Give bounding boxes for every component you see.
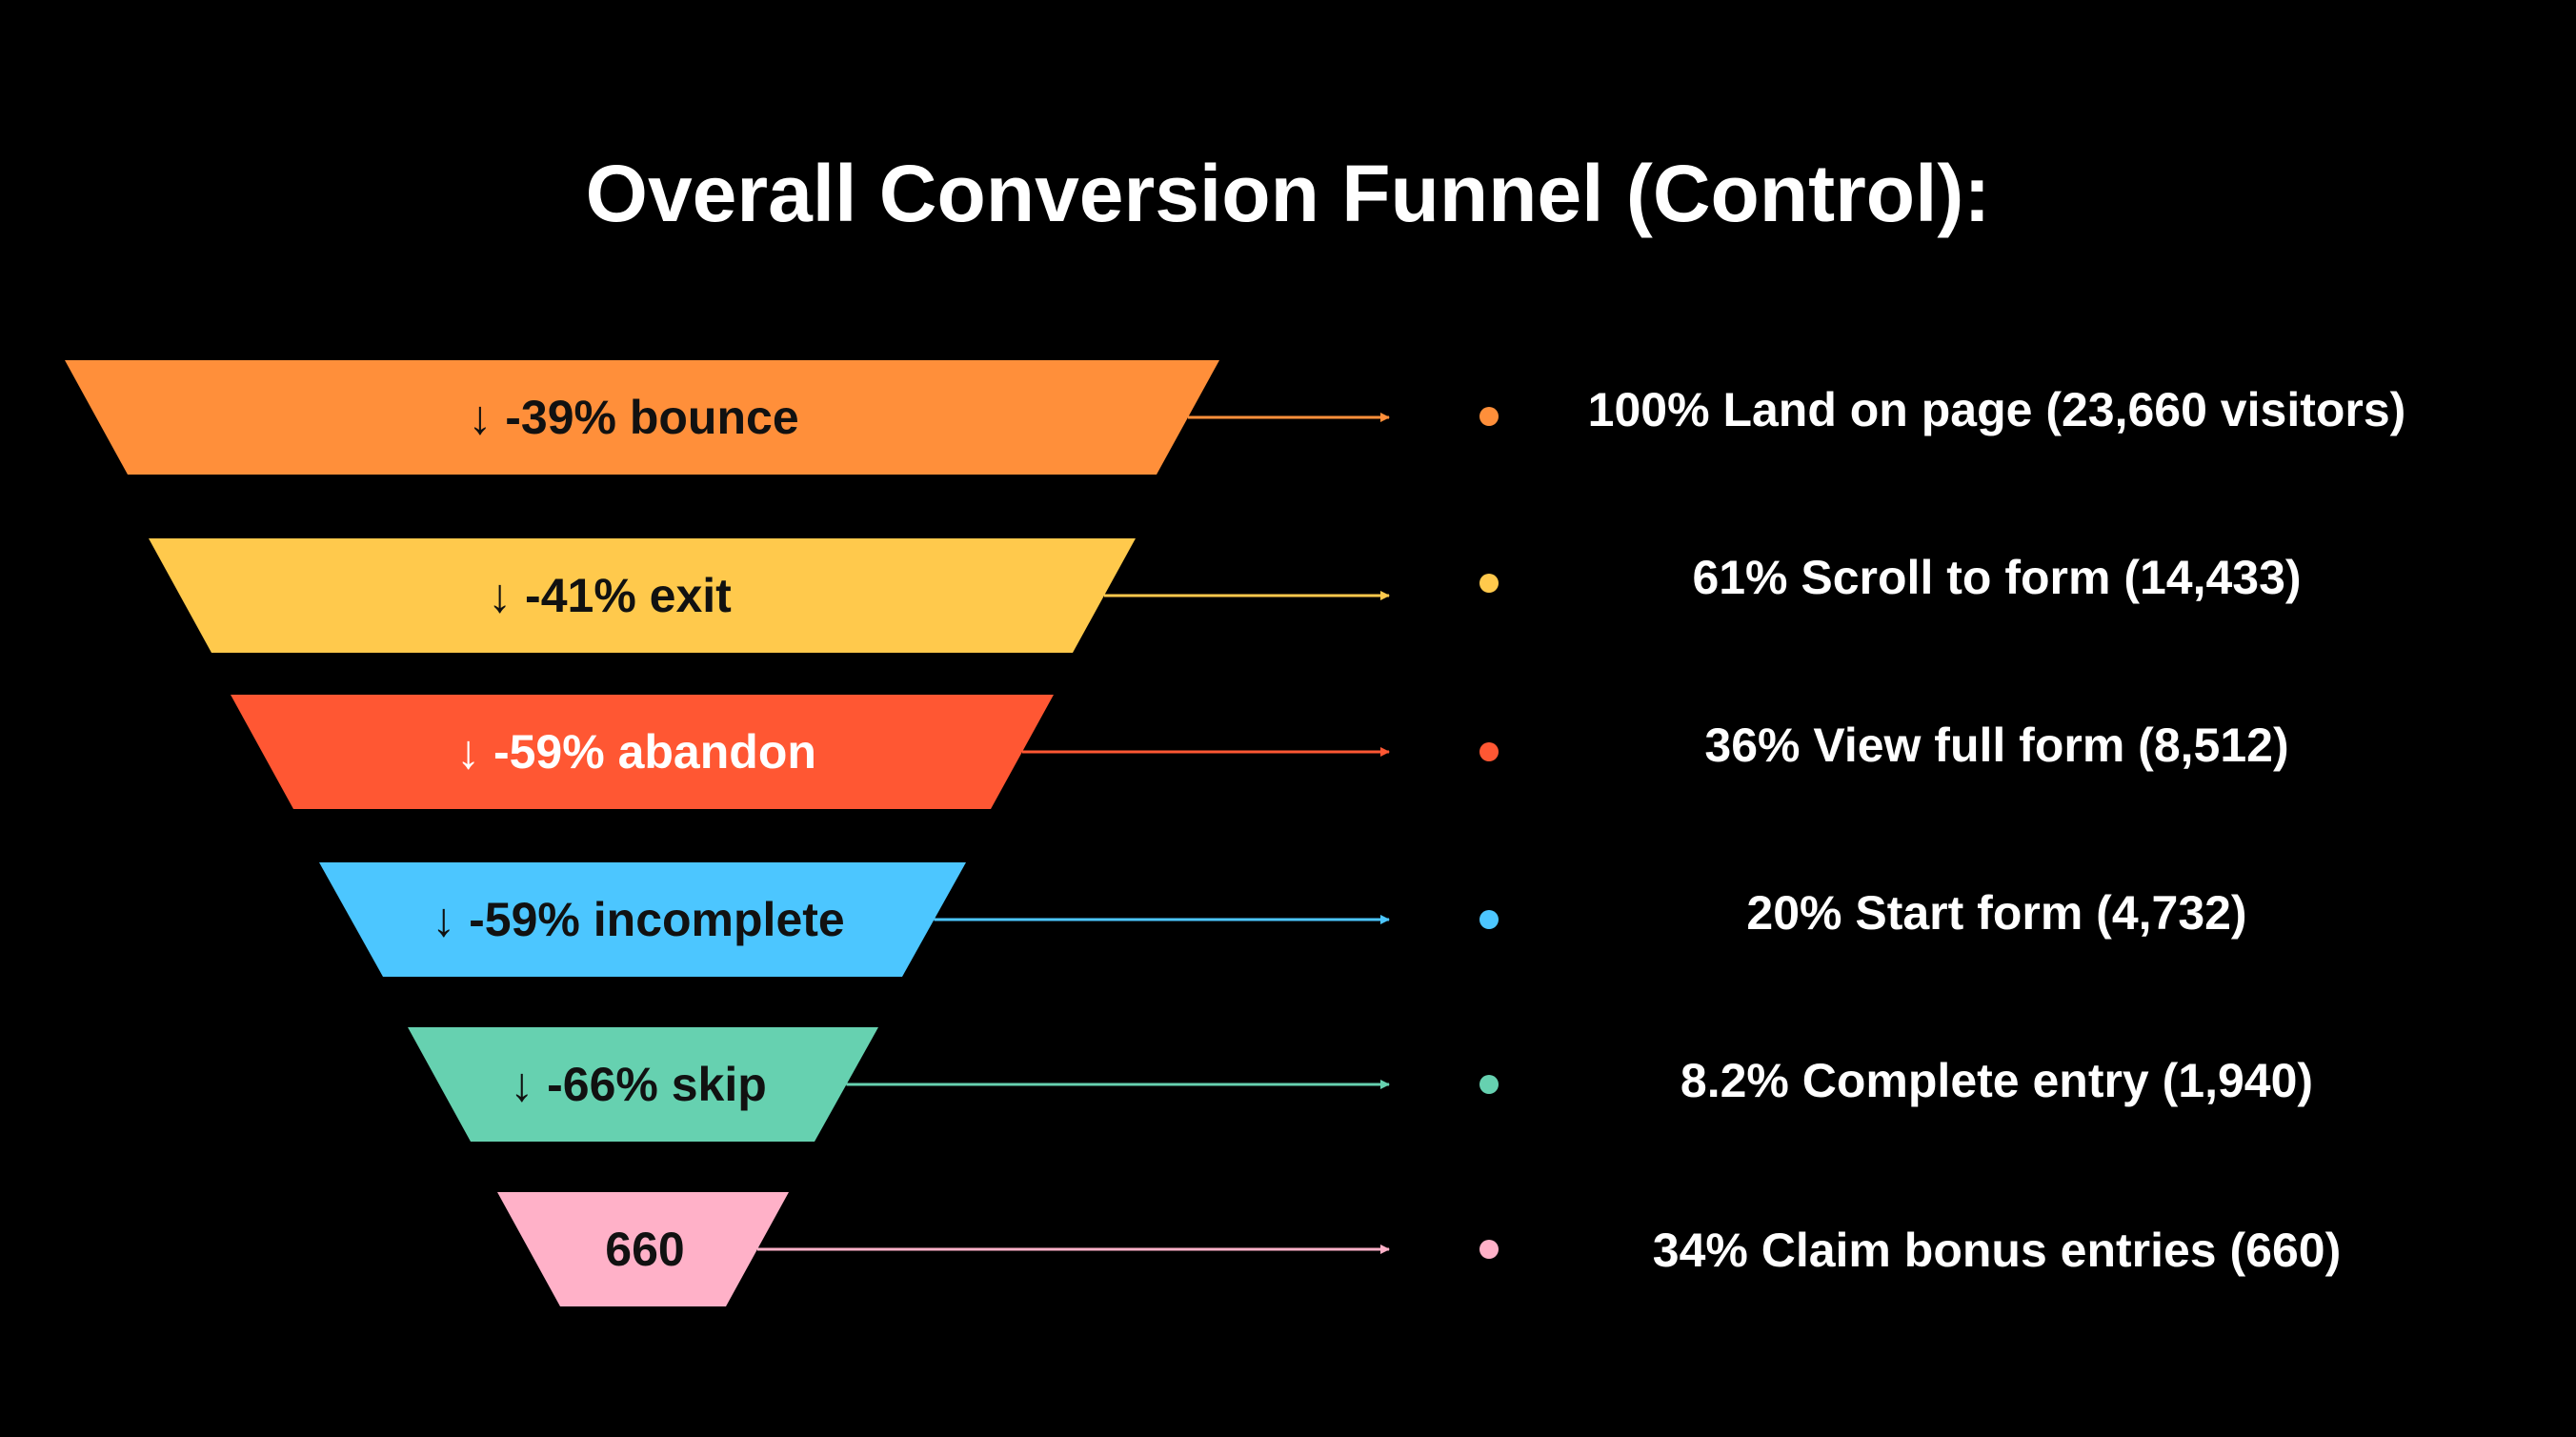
funnel-stage-label-6: 660 (605, 1223, 684, 1276)
legend-land-on-page: 100% Land on page (23,660 visitors) (1588, 383, 2406, 436)
legend-dot-4 (1479, 910, 1499, 929)
funnel-stage-label-1: ↓ -39% bounce (468, 391, 798, 444)
legend-dot-6 (1479, 1240, 1499, 1259)
legend-complete-entry: 8.2% Complete entry (1,940) (1680, 1054, 2313, 1107)
funnel-stage-label-5: ↓ -66% skip (510, 1058, 767, 1111)
funnel-stage-label-4: ↓ -59% incomplete (432, 893, 844, 946)
funnel-stage-2 (149, 538, 1136, 653)
funnel-stage-5 (408, 1027, 878, 1142)
funnel-stage-4 (319, 862, 966, 977)
legend-dot-1 (1479, 407, 1499, 426)
legend-dot-3 (1479, 742, 1499, 761)
legend-view-full-form: 36% View full form (8,512) (1704, 718, 2288, 772)
legend-dot-5 (1479, 1075, 1499, 1094)
funnel-connectors (757, 413, 1390, 1254)
legend-scroll-to-form: 61% Scroll to form (14,433) (1692, 551, 2301, 604)
page-title: Overall Conversion Funnel (Control): (586, 149, 1991, 238)
funnel-stage-6 (497, 1192, 789, 1306)
legend-start-form: 20% Start form (4,732) (1746, 886, 2246, 940)
funnel-legend: 100% Land on page (23,660 visitors) 61% S… (1479, 383, 2405, 1277)
funnel-stage-1 (65, 360, 1219, 475)
funnel-stage-label-3: ↓ -59% abandon (456, 725, 816, 779)
funnel-stage-3 (231, 695, 1054, 809)
legend-dot-2 (1479, 574, 1499, 593)
legend-claim-bonus: 34% Claim bonus entries (660) (1653, 1224, 2341, 1277)
funnel-stage-label-2: ↓ -41% exit (488, 569, 732, 622)
funnel-stages: ↓ -39% bounce ↓ -41% exit ↓ -59% abandon ↓ … (65, 360, 1219, 1306)
